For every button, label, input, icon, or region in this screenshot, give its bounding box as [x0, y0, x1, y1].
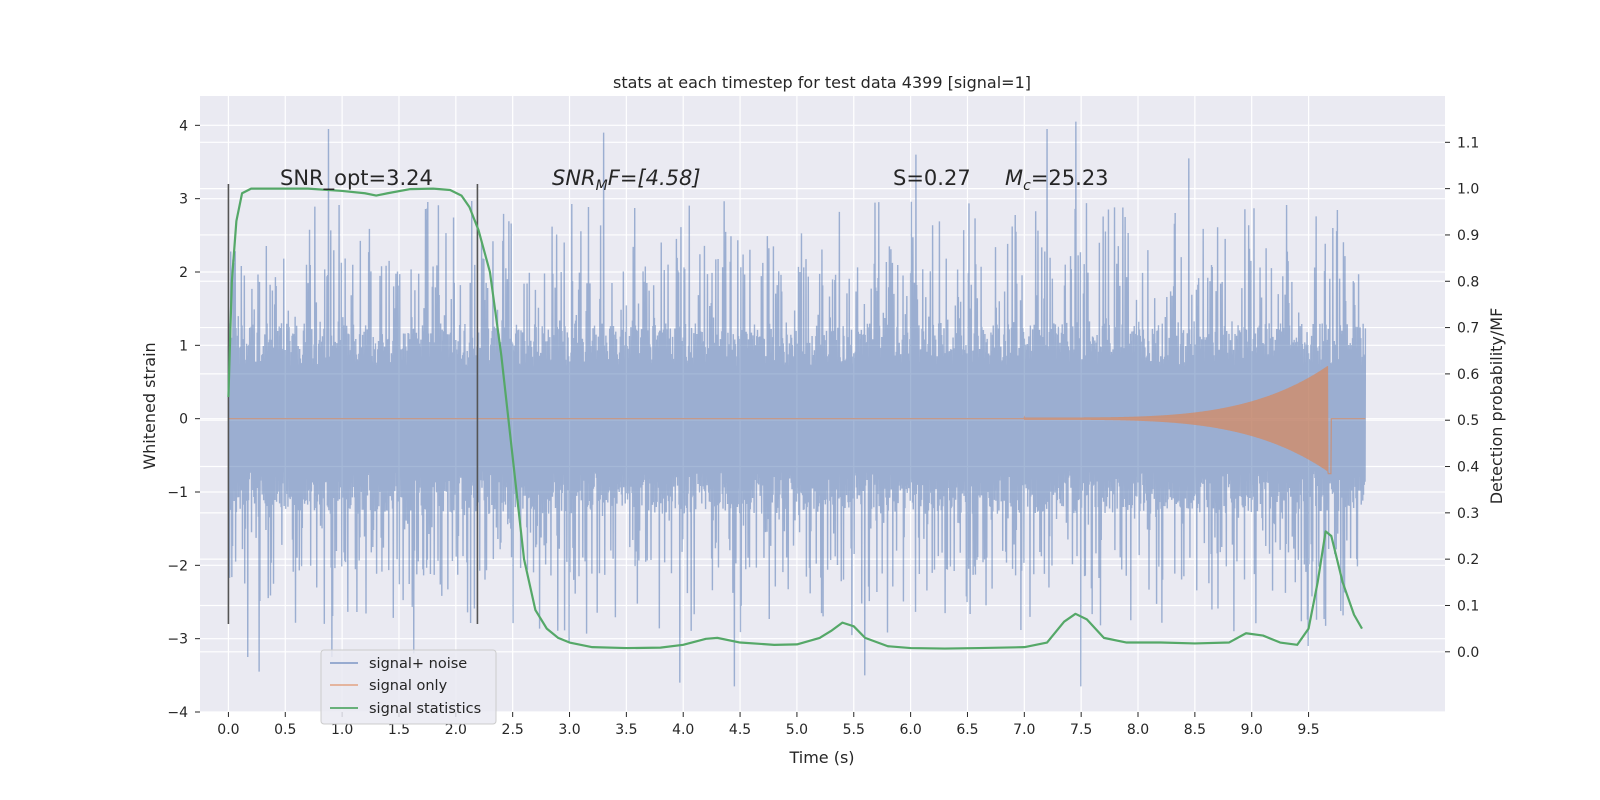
x-tick-label: 7.5: [1070, 722, 1092, 738]
y-right-axis-ticks: 1.1 1.0 0.9 0.8 0.7 0.6 0.5 0.4 0.3 0.2 0.1 0.0: [1445, 135, 1479, 661]
x-tick-label: 6.5: [956, 722, 978, 738]
x-tick-label: 3.5: [615, 722, 637, 738]
y-tick-label: 2: [179, 265, 188, 281]
x-tick-label: 6.0: [899, 722, 921, 738]
x-tick-label: 9.5: [1297, 722, 1319, 738]
y-tick-label: −3: [167, 632, 188, 648]
legend-box: [320, 649, 497, 725]
y-axis-label: Whitened strain: [140, 342, 159, 469]
y-tick-label: 3: [179, 192, 188, 208]
x-tick-label: 3.0: [558, 722, 580, 738]
y-right-tick-label: 0.9: [1457, 228, 1479, 244]
x-tick-label: 0.0: [217, 722, 239, 738]
y-tick-label: −4: [167, 705, 188, 721]
annotation-mc-sub: c: [1023, 178, 1031, 194]
legend: signal+ noise signal only signal statist…: [320, 649, 497, 725]
annotation-snr-mf: SNRMF=[4.58]: [552, 166, 701, 194]
y-right-axis-label: Detection probability/MF: [1487, 308, 1506, 505]
y-right-tick-label: 0.1: [1457, 598, 1479, 614]
y-right-tick-label: 0.2: [1457, 552, 1479, 568]
annotation-mc: Mc=25.23: [1005, 166, 1109, 194]
annotation-snr-mf-prefix: SNR: [552, 166, 596, 190]
legend-label-signal-plus-noise: signal+ noise: [369, 656, 467, 672]
y-tick-label: 4: [179, 118, 188, 134]
y-tick-label: −1: [167, 485, 188, 501]
x-tick-label: 2.5: [502, 722, 524, 738]
chart-title: stats at each timestep for test data 439…: [613, 73, 1031, 92]
legend-label-signal-only: signal only: [369, 678, 448, 694]
x-axis-ticks: 0.0 0.5 1.0 1.5 2.0 2.5 3.0 3.5 4.0 4.5 5.0 5.5 6.0 6…: [217, 712, 1320, 738]
x-tick-label: 8.0: [1127, 722, 1149, 738]
series-signal-plus-noise: [227, 121, 1367, 687]
series-signal-statistics: [227, 187, 1363, 650]
x-tick-label: 7.0: [1013, 722, 1035, 738]
x-tick-label: 4.0: [672, 722, 694, 738]
y-right-tick-label: 0.8: [1457, 274, 1479, 290]
annotation-snr-opt: SNR_opt=3.24: [280, 166, 433, 191]
y-right-tick-label: 1.0: [1457, 182, 1479, 198]
y-right-tick-label: 0.6: [1457, 367, 1479, 383]
y-right-tick-label: 0.4: [1457, 460, 1479, 476]
x-tick-label: 5.0: [786, 722, 808, 738]
y-right-tick-label: 0.3: [1457, 506, 1479, 522]
annotation-snr-mf-sub: M: [596, 178, 608, 194]
y-right-tick-label: 0.7: [1457, 321, 1479, 337]
y-axis-ticks: 4 3 2 1 0 −1 −2 −3 −4: [167, 118, 200, 721]
legend-label-signal-statistics: signal statistics: [369, 701, 481, 717]
x-tick-label: 1.5: [388, 722, 410, 738]
series-layer: [227, 121, 1367, 687]
y-tick-label: 0: [179, 412, 188, 428]
y-right-tick-label: 0.5: [1457, 413, 1479, 429]
x-tick-label: 2.0: [445, 722, 467, 738]
x-tick-label: 9.0: [1241, 722, 1263, 738]
x-axis-label: Time (s): [788, 748, 854, 767]
annotation-mc-prefix: M: [1005, 166, 1023, 190]
annotation-mc-suffix: =25.23: [1031, 166, 1109, 190]
x-tick-label: 1.0: [331, 722, 353, 738]
x-tick-label: 8.5: [1184, 722, 1206, 738]
x-tick-label: 4.5: [729, 722, 751, 738]
y-right-tick-label: 0.0: [1457, 645, 1479, 661]
annotation-s-value: S=0.27: [893, 166, 971, 190]
annotation-snr-mf-suffix: F=[4.58]: [608, 166, 701, 190]
y-right-tick-label: 1.1: [1457, 135, 1479, 151]
x-tick-label: 0.5: [274, 722, 296, 738]
series-signal-only: [228, 366, 1366, 475]
y-tick-label: −2: [167, 558, 188, 574]
x-tick-label: 5.5: [843, 722, 865, 738]
y-tick-label: 1: [179, 338, 188, 354]
